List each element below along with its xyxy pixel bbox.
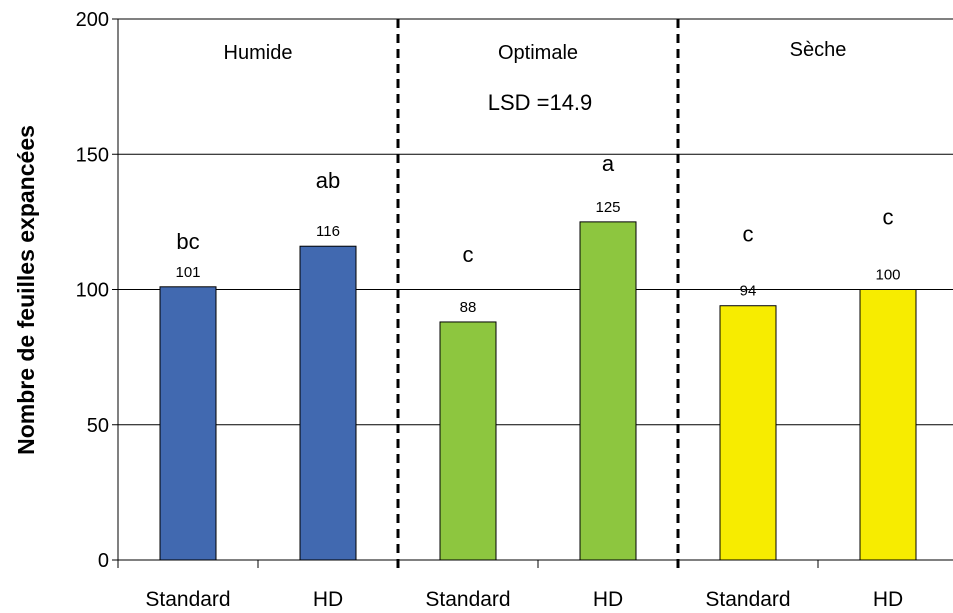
group-label: Sèche (790, 39, 847, 61)
x-category-label: Standard (705, 588, 790, 611)
significance-letter: c (883, 205, 894, 230)
bar (719, 305, 777, 561)
y-tick-label: 200 (76, 9, 109, 31)
x-category-label: Standard (425, 588, 510, 611)
y-tick-label: 150 (76, 144, 109, 166)
bar-value-label: 94 (740, 283, 757, 300)
bar (859, 289, 917, 561)
group-label: Optimale (498, 42, 578, 64)
labels: 0 50 100 150 200 Humide 101 bc Standard 116 ab HD Op… (76, 9, 904, 611)
x-category-label: HD (313, 588, 343, 611)
bar (439, 321, 497, 561)
y-tick-label: 100 (76, 280, 109, 302)
significance-letter: ab (316, 168, 340, 193)
bar-value-label: 116 (316, 223, 340, 240)
x-category-label: Standard (145, 588, 230, 611)
bar-value-label: 100 (875, 267, 900, 284)
group-label: Humide (224, 42, 293, 64)
bar (579, 221, 637, 561)
gridlines (118, 18, 953, 426)
axes (112, 18, 953, 568)
y-tick-label: 0 (98, 550, 109, 572)
bar (159, 286, 217, 561)
significance-letter: a (602, 151, 615, 176)
lsd-annotation: LSD =14.9 (488, 90, 593, 115)
significance-letter: c (463, 242, 474, 267)
significance-letter: bc (176, 229, 199, 254)
bar (299, 245, 357, 561)
bar-value-label: 101 (175, 264, 200, 281)
bar-value-label: 125 (595, 199, 620, 216)
x-category-label: HD (593, 588, 623, 611)
bars (159, 221, 917, 561)
bar-value-label: 88 (460, 299, 477, 316)
significance-letter: c (743, 222, 754, 247)
y-axis-title: Nombre de feuilles expancées (13, 125, 39, 455)
x-category-label: HD (873, 588, 903, 611)
y-tick-label: 50 (87, 415, 109, 437)
